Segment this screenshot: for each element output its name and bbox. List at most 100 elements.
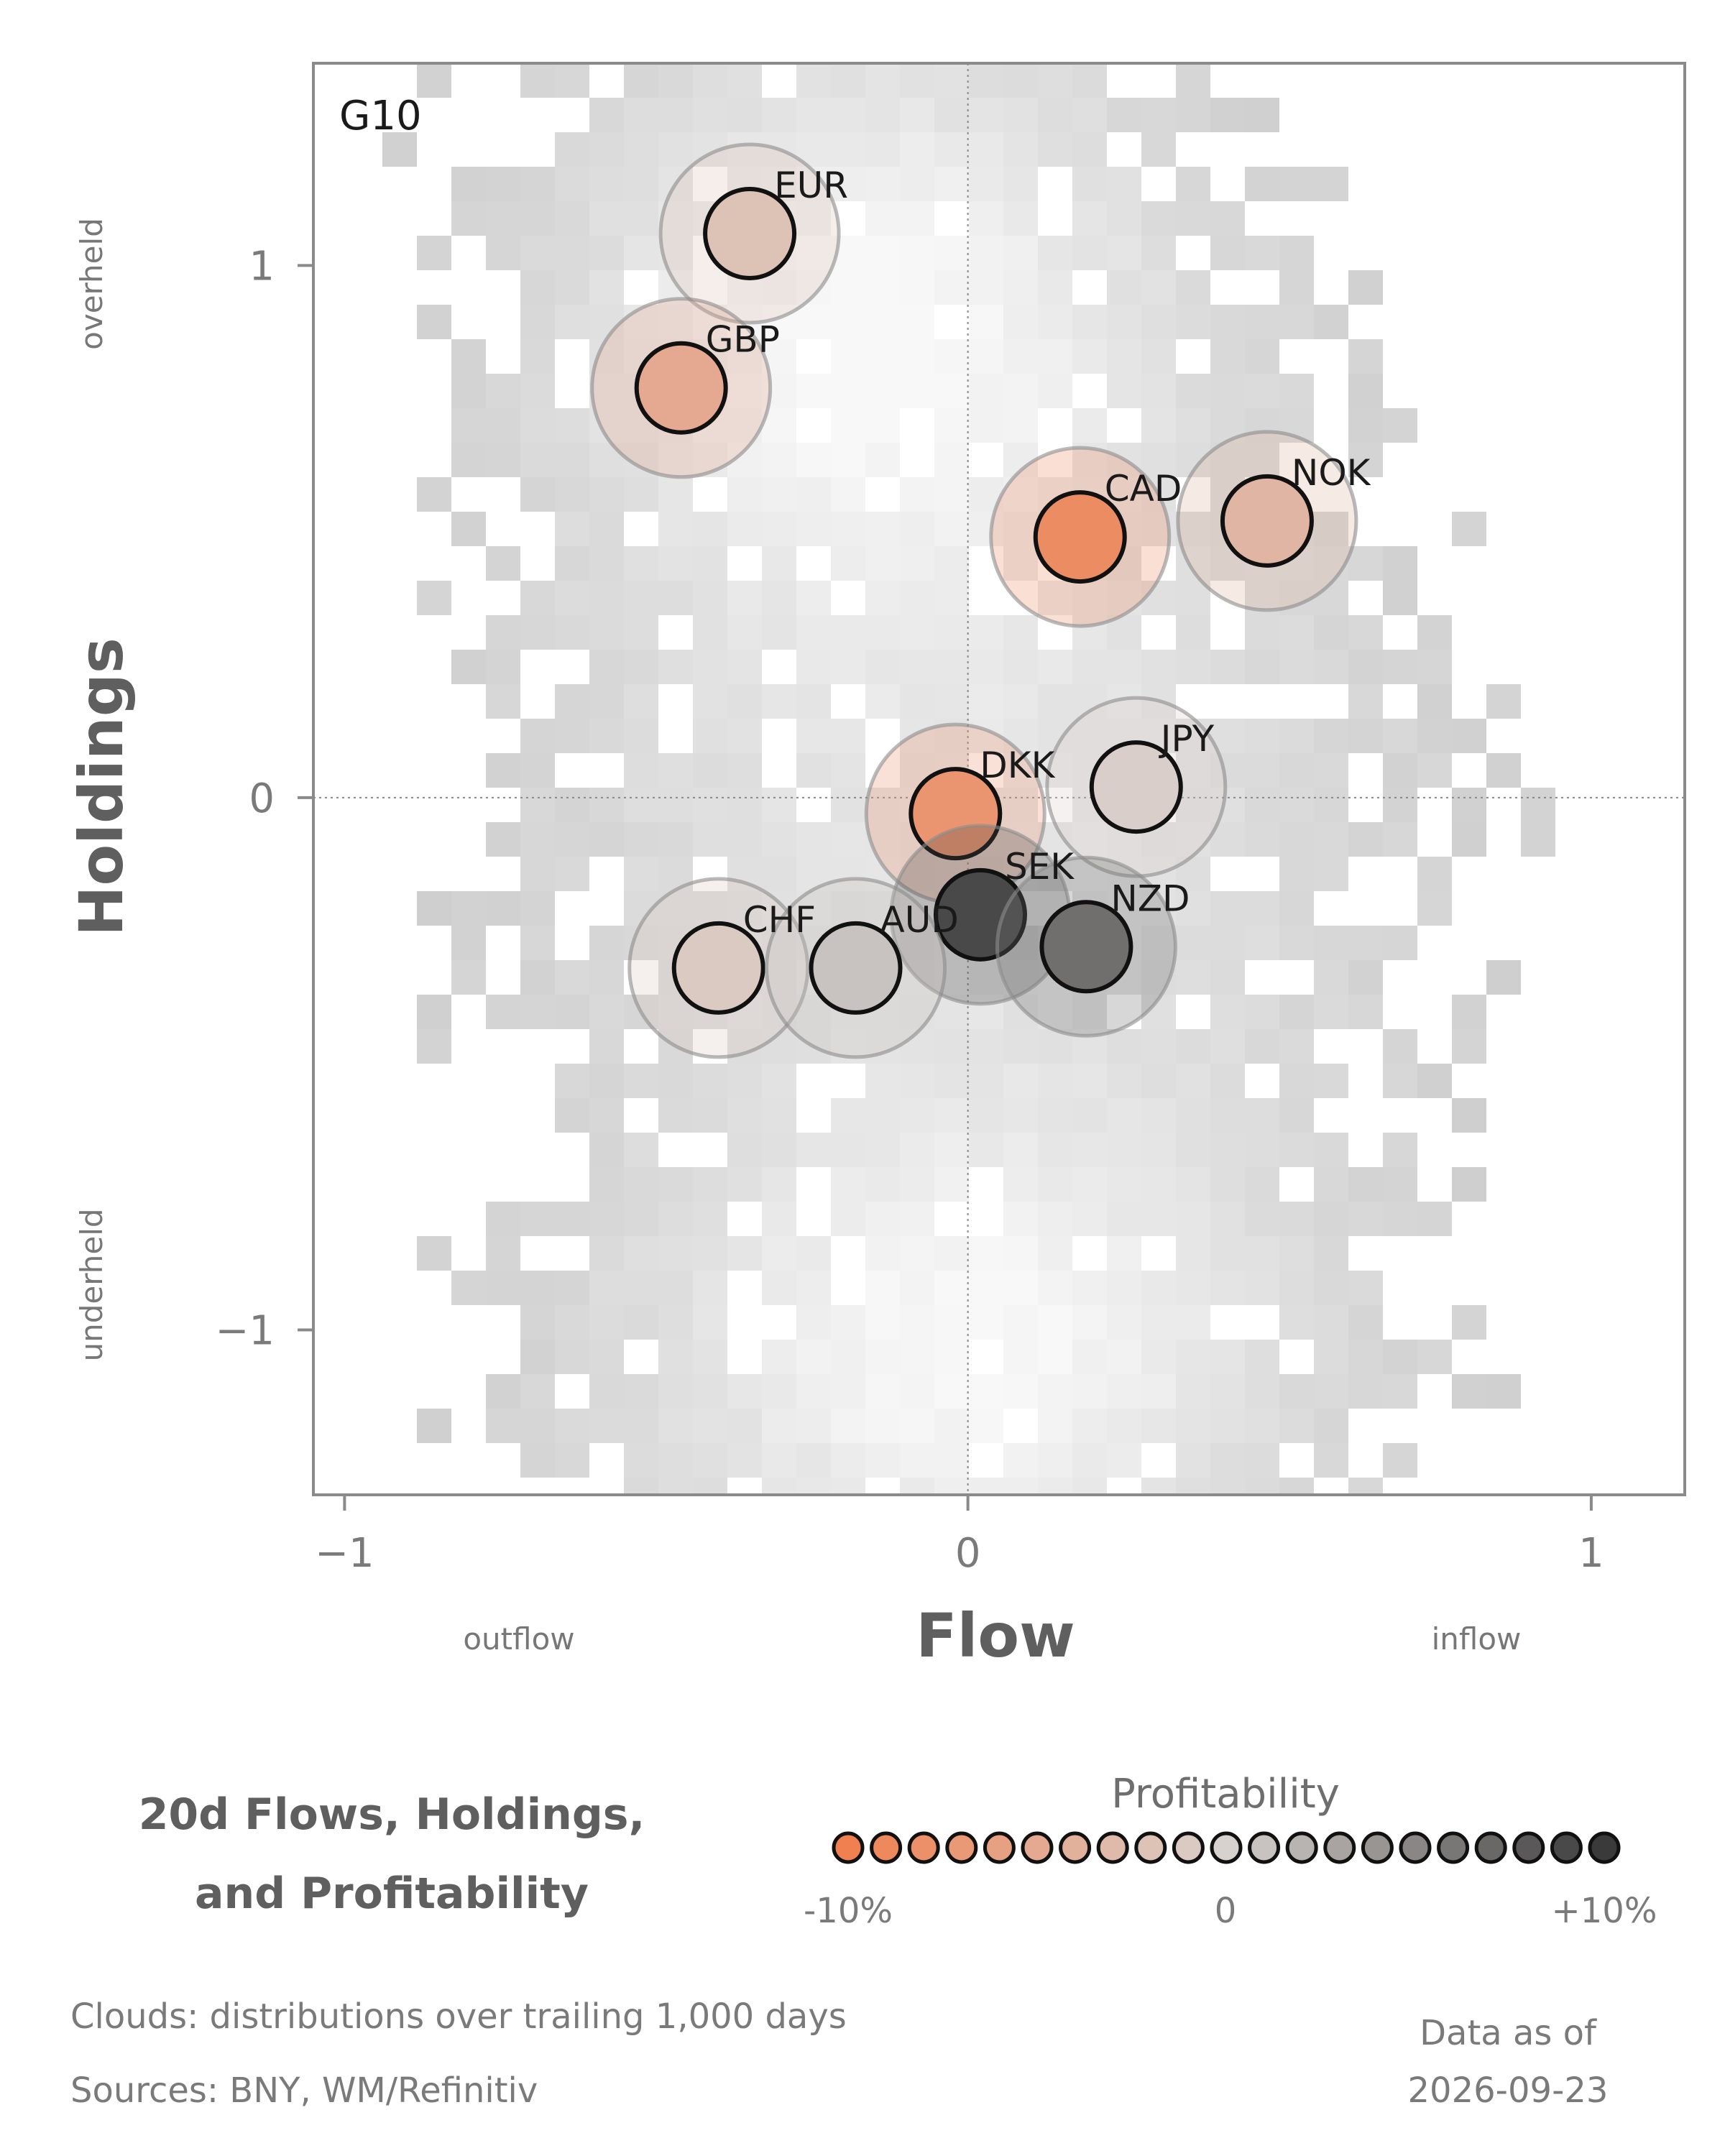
- cloud-cell: [900, 132, 934, 167]
- cloud-cell: [1141, 1167, 1176, 1202]
- cloud-cell: [1107, 581, 1141, 615]
- cloud-cell: [1072, 167, 1107, 201]
- cloud-cell: [1107, 236, 1141, 270]
- cloud-cell: [969, 167, 1003, 201]
- cloud-cell: [658, 63, 693, 98]
- cloud-cell: [1245, 788, 1279, 822]
- cloud-cell: [624, 63, 658, 98]
- cloud-cell: [831, 650, 865, 684]
- cloud-cell: [727, 1374, 762, 1409]
- cloud-cell: [693, 822, 727, 857]
- cloud-cell: [762, 1443, 796, 1478]
- cloud-cell: [796, 581, 831, 615]
- cloud-cell: [831, 1167, 865, 1202]
- cloud-cell: [1245, 1271, 1279, 1305]
- cloud-cell: [555, 236, 589, 270]
- cloud-cell: [555, 132, 589, 167]
- cloud-cell: [1176, 1064, 1210, 1098]
- cloud-cell: [693, 615, 727, 650]
- cloud-cell: [1107, 1064, 1141, 1098]
- cloud-cell: [658, 788, 693, 822]
- cloud-cell: [520, 926, 555, 960]
- cloud-cell: [1003, 788, 1038, 822]
- cloud-cell: [520, 63, 555, 98]
- cloud-cell: [1245, 374, 1279, 408]
- cloud-cell: [1417, 719, 1452, 753]
- cloud-cell: [969, 1133, 1003, 1167]
- cloud-cell: [1038, 581, 1072, 615]
- cloud-cell: [934, 1133, 969, 1167]
- cloud-cell: [1072, 132, 1107, 167]
- cloud-cell: [727, 1409, 762, 1443]
- cloud-cell: [727, 1443, 762, 1478]
- cloud-cell: [1245, 236, 1279, 270]
- cloud-cell: [1107, 1443, 1141, 1478]
- label-sek: SEK: [1005, 846, 1075, 888]
- cloud-cell: [1245, 408, 1279, 443]
- panel-label: G10: [339, 93, 422, 139]
- cloud-cell: [865, 1098, 900, 1133]
- cloud-cell: [1314, 1305, 1348, 1340]
- cloud-cell: [1210, 98, 1245, 132]
- cloud-cell: [1141, 1133, 1176, 1167]
- y-axis-title: Holdings: [66, 637, 137, 936]
- point-nzd: [1039, 900, 1133, 994]
- cloud-cell: [796, 63, 831, 98]
- cloud-cell: [1176, 1133, 1210, 1167]
- cloud-cell: [900, 201, 934, 236]
- cloud-cell: [1279, 1029, 1314, 1064]
- cloud-cell: [589, 167, 624, 201]
- cloud-cell: [900, 512, 934, 546]
- cloud-cell: [1038, 339, 1072, 374]
- cloud-cell: [1383, 788, 1417, 822]
- cloud-cell: [624, 1443, 658, 1478]
- cloud-cell: [796, 1271, 831, 1305]
- cloud-cell: [1176, 1029, 1210, 1064]
- cloud-cell: [831, 615, 865, 650]
- cloud-cell: [1279, 788, 1314, 822]
- cloud-cell: [520, 305, 555, 339]
- label-nok: NOK: [1292, 452, 1371, 494]
- cloud-cell: [969, 1271, 1003, 1305]
- cloud-cell: [900, 581, 934, 615]
- cloud-cell: [658, 1098, 693, 1133]
- cloud-cell: [486, 891, 520, 926]
- cloud-cell: [1072, 581, 1107, 615]
- cloud-cell: [727, 374, 762, 408]
- cloud-cell: [1072, 615, 1107, 650]
- cloud-cell: [831, 339, 865, 374]
- cloud-cell: [934, 1098, 969, 1133]
- cloud-cell: [1417, 684, 1452, 719]
- cloud-cell: [1279, 1374, 1314, 1409]
- cloud-cell: [934, 1340, 969, 1374]
- cloud-cell: [727, 753, 762, 788]
- cloud-cell: [934, 236, 969, 270]
- cloud-cell: [934, 546, 969, 581]
- cloud-cell: [486, 1409, 520, 1443]
- cloud-cell: [831, 1443, 865, 1478]
- cloud-cell: [1521, 822, 1555, 857]
- cloud-cell: [1279, 374, 1314, 408]
- footnote-sources: Sources: BNY, WM/Refinitiv: [70, 2070, 538, 2111]
- cloud-cell: [865, 63, 900, 98]
- legend-swatch: [1399, 1831, 1432, 1864]
- cloud-cell: [934, 339, 969, 374]
- cloud-cell: [900, 1443, 934, 1478]
- cloud-cell: [486, 408, 520, 443]
- cloud-cell: [1417, 857, 1452, 891]
- cloud-cell: [727, 650, 762, 684]
- cloud-cell: [693, 1478, 727, 1495]
- cloud-cell: [1383, 546, 1417, 581]
- cloud-cell: [1176, 1271, 1210, 1305]
- x-axis-title: Flow: [916, 1600, 1075, 1671]
- cloud-cell: [1038, 1340, 1072, 1374]
- cloud-cell: [1279, 822, 1314, 857]
- cloud-cell: [1245, 1098, 1279, 1133]
- cloud-cell: [1314, 788, 1348, 822]
- cloud-cell: [796, 305, 831, 339]
- cloud-cell: [589, 546, 624, 581]
- legend-swatch: [1134, 1831, 1167, 1864]
- cloud-cell: [1383, 1340, 1417, 1374]
- cloud-cell: [1176, 1098, 1210, 1133]
- cloud-cell: [1176, 546, 1210, 581]
